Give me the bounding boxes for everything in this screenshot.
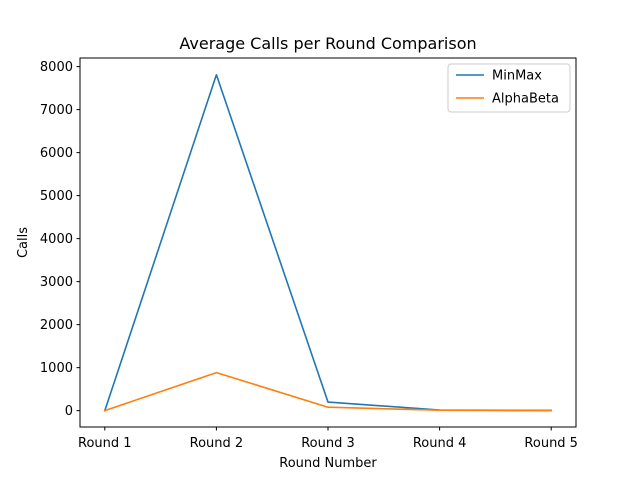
x-tick-label: Round 3 xyxy=(301,436,355,451)
legend: MinMax AlphaBeta xyxy=(448,64,570,112)
y-tick-label: 0 xyxy=(65,404,73,419)
x-tick-label: Round 2 xyxy=(190,436,244,451)
y-tick-label: 4000 xyxy=(40,232,73,247)
x-tick-label: Round 4 xyxy=(413,436,467,451)
plot-area xyxy=(80,58,576,427)
legend-label-minmax: MinMax xyxy=(492,69,542,84)
x-axis-label: Round Number xyxy=(279,456,377,471)
y-axis-label: Calls xyxy=(16,227,31,258)
y-tick-label: 8000 xyxy=(40,60,73,75)
y-tick-label: 7000 xyxy=(40,103,73,118)
chart-title: Average Calls per Round Comparison xyxy=(179,34,476,53)
y-tick-label: 5000 xyxy=(40,189,73,204)
y-tick-label: 3000 xyxy=(40,275,73,290)
y-tick-label: 1000 xyxy=(40,361,73,376)
x-tick-label: Round 1 xyxy=(78,436,132,451)
y-tick-label: 6000 xyxy=(40,146,73,161)
legend-label-alphabeta: AlphaBeta xyxy=(492,92,559,107)
y-tick-label: 2000 xyxy=(40,318,73,333)
x-tick-label: Round 5 xyxy=(524,436,578,451)
